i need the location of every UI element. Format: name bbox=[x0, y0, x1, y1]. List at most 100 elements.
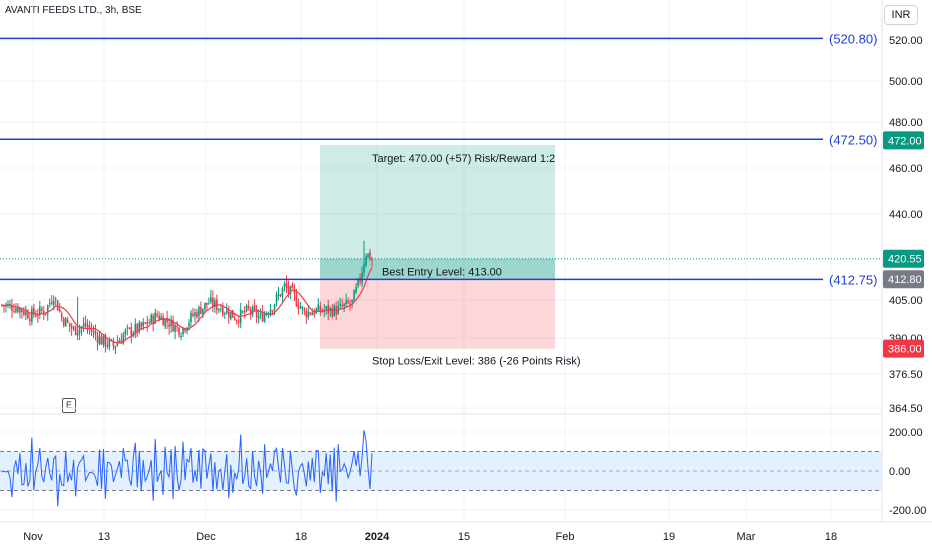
price-axis-label: 376.50 bbox=[889, 369, 923, 381]
candle-body bbox=[168, 324, 170, 328]
candle-body bbox=[245, 305, 248, 312]
candle-body bbox=[78, 328, 81, 334]
candle-body bbox=[339, 303, 341, 306]
candle-body bbox=[112, 340, 115, 347]
candle-body bbox=[90, 330, 93, 332]
currency-selector[interactable]: INR bbox=[884, 5, 918, 25]
price-tags: 472.00 420.55 412.80 386.00 bbox=[883, 131, 924, 358]
candle-body bbox=[341, 304, 343, 307]
candle-body bbox=[21, 308, 23, 313]
time-axis-label: Mar bbox=[737, 531, 756, 543]
candle-body bbox=[212, 297, 214, 307]
candle-body bbox=[297, 304, 300, 309]
candle-body bbox=[333, 305, 336, 316]
candle-body bbox=[325, 306, 328, 310]
candle-body bbox=[58, 309, 61, 312]
candle-body bbox=[271, 310, 274, 312]
candle-body bbox=[38, 306, 41, 315]
candle-body bbox=[170, 319, 172, 327]
candle-body bbox=[347, 300, 349, 303]
position-tool: Target: 470.00 (+57) Risk/Reward 1:2 Best… bbox=[320, 145, 580, 368]
horizontal-levels: (520.80) (472.50) (412.75) bbox=[0, 31, 877, 287]
candle-body bbox=[140, 322, 143, 328]
candle-body bbox=[82, 324, 85, 327]
candle-body bbox=[40, 308, 43, 311]
candle-body bbox=[146, 321, 149, 325]
candle-body bbox=[86, 325, 89, 328]
price-tag bbox=[883, 249, 924, 268]
candle-body bbox=[299, 307, 302, 309]
candle-body bbox=[164, 318, 166, 327]
price-tag-label: 386.00 bbox=[888, 344, 922, 356]
stop-zone bbox=[320, 278, 555, 349]
candle-body bbox=[166, 318, 168, 323]
candle-body bbox=[98, 336, 101, 345]
candle-body bbox=[349, 303, 351, 305]
candle-body bbox=[130, 326, 133, 336]
candle-body bbox=[92, 331, 95, 333]
candle-body bbox=[60, 313, 63, 318]
candle-body bbox=[273, 304, 276, 311]
candle-body bbox=[74, 326, 77, 335]
candle-body bbox=[156, 314, 158, 316]
candle-body bbox=[124, 329, 127, 335]
candle-body bbox=[76, 332, 79, 336]
candle-body bbox=[277, 294, 280, 296]
candle-body bbox=[122, 334, 125, 343]
candle-body bbox=[307, 311, 310, 318]
earnings-event-badge[interactable]: E bbox=[62, 398, 76, 413]
candle-body bbox=[198, 306, 200, 317]
time-axis-label: 13 bbox=[98, 531, 110, 543]
candle-body bbox=[321, 309, 324, 312]
candle-body bbox=[223, 313, 226, 315]
horizontal-level-label: (520.80) bbox=[829, 31, 877, 46]
candle-body bbox=[56, 300, 59, 311]
candle-body bbox=[241, 311, 244, 313]
candle-body bbox=[120, 339, 123, 343]
candle-body bbox=[206, 302, 208, 305]
candle-body bbox=[23, 310, 25, 315]
candle-body bbox=[229, 311, 232, 320]
candle-body bbox=[15, 308, 17, 312]
candle-body bbox=[216, 299, 218, 311]
candle-body bbox=[285, 282, 288, 288]
candle-body bbox=[46, 305, 49, 314]
chart-title: AVANTI FEEDS LTD., 3h, BSE bbox=[5, 5, 142, 16]
candle-body bbox=[172, 320, 174, 332]
candle-body bbox=[365, 256, 367, 266]
candle-body bbox=[176, 326, 178, 328]
candle-body bbox=[25, 311, 27, 316]
horizontal-level-label: (472.50) bbox=[829, 132, 877, 147]
price-axis-label: 440.00 bbox=[889, 209, 923, 221]
candle-body bbox=[128, 327, 131, 329]
candle-body bbox=[301, 306, 304, 309]
candle-body bbox=[235, 320, 238, 322]
candle-body bbox=[42, 311, 45, 315]
candle-body bbox=[343, 303, 345, 307]
candle-body bbox=[243, 310, 246, 313]
candle-body bbox=[220, 309, 222, 311]
candle-body bbox=[106, 345, 109, 347]
time-axis-label: 18 bbox=[825, 531, 837, 543]
candle-body bbox=[309, 312, 312, 315]
price-axis-label: 460.00 bbox=[889, 163, 923, 175]
candle-body bbox=[27, 312, 29, 319]
candle-body bbox=[148, 322, 151, 324]
candle-body bbox=[104, 334, 107, 347]
candle-body bbox=[88, 325, 91, 329]
time-axis-label: 19 bbox=[663, 531, 675, 543]
candle-body bbox=[295, 295, 298, 306]
candle-body bbox=[303, 308, 306, 311]
candle-body bbox=[94, 331, 97, 335]
grid bbox=[0, 0, 932, 523]
candle-body bbox=[196, 312, 198, 318]
candle-body bbox=[275, 294, 278, 303]
candle-body bbox=[200, 307, 202, 314]
candle-body bbox=[214, 300, 216, 308]
candle-body bbox=[231, 310, 234, 318]
candle-body bbox=[194, 312, 196, 316]
time-axis: Nov 13 Dec 18 2024 15 Feb 19 Mar 18 bbox=[23, 531, 837, 543]
candle-body bbox=[283, 283, 286, 287]
candle-body bbox=[251, 306, 254, 315]
